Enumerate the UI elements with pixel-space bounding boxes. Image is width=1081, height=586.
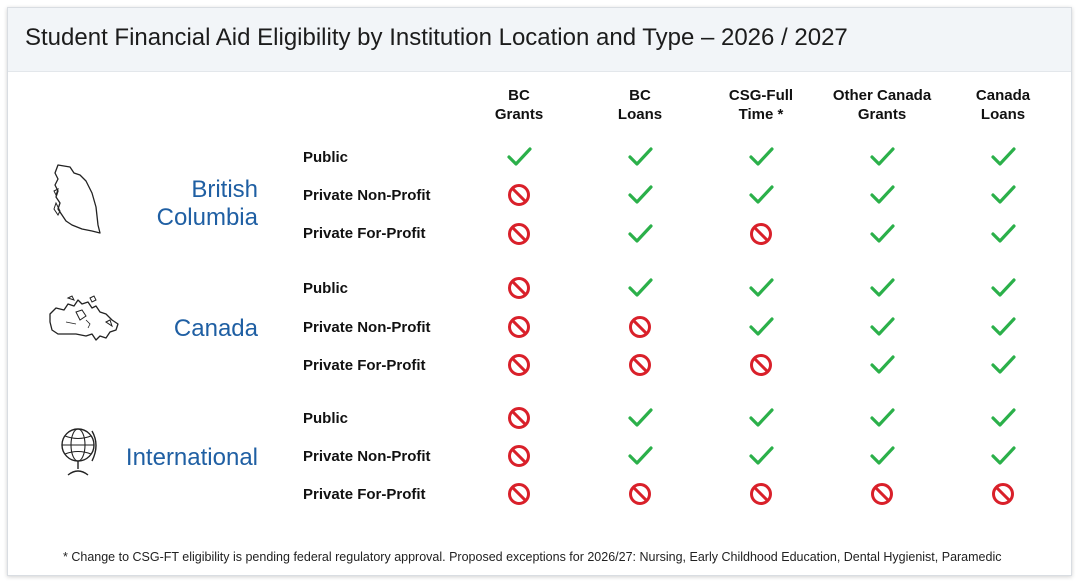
eligible-check-icon xyxy=(628,224,653,243)
eligible-check-icon xyxy=(870,185,895,204)
column-header-line2: Time * xyxy=(738,106,784,123)
canada-map-icon xyxy=(49,295,119,341)
eligible-check-icon xyxy=(749,317,774,336)
eligible-check-icon xyxy=(870,355,895,374)
region-label-canada: Canada xyxy=(174,315,258,343)
column-header-line2: Grants xyxy=(494,106,544,123)
page-title: Student Financial Aid Eligibility by Ins… xyxy=(25,24,848,51)
row-label-international-public: Public xyxy=(303,410,349,427)
not-eligible-prohibited-icon xyxy=(750,223,772,245)
eligible-check-icon xyxy=(628,408,653,427)
not-eligible-prohibited-icon xyxy=(508,316,530,338)
not-eligible-prohibited-icon xyxy=(750,354,772,376)
column-header-line1: BC xyxy=(508,87,530,104)
eligible-check-icon xyxy=(991,408,1016,427)
eligibility-card: Student Financial Aid Eligibility by Ins… xyxy=(7,7,1072,576)
eligible-check-icon xyxy=(991,224,1016,243)
eligible-check-icon xyxy=(991,446,1016,465)
region-label-line1: British xyxy=(191,176,258,203)
eligible-check-icon xyxy=(870,408,895,427)
column-header-line1: CSG-Full xyxy=(728,87,794,104)
not-eligible-prohibited-icon xyxy=(629,354,651,376)
not-eligible-prohibited-icon xyxy=(508,354,530,376)
not-eligible-prohibited-icon xyxy=(508,407,530,429)
row-label-canada-private-for-profit: Private For-Profit xyxy=(303,357,426,374)
column-header-line2: Grants xyxy=(857,106,907,123)
not-eligible-prohibited-icon xyxy=(508,483,530,505)
column-header-line1: BC xyxy=(629,87,651,104)
eligible-check-icon xyxy=(507,147,532,166)
column-header-bc-loans: BC Loans xyxy=(575,86,705,124)
not-eligible-prohibited-icon xyxy=(508,184,530,206)
eligible-check-icon xyxy=(749,446,774,465)
eligible-check-icon xyxy=(870,278,895,297)
column-header-line2: Loans xyxy=(980,106,1026,123)
row-label-bc-private-non-profit: Private Non-Profit xyxy=(303,187,431,204)
column-header-line1: Other Canada xyxy=(832,87,932,104)
row-label-bc-private-for-profit: Private For-Profit xyxy=(303,225,426,242)
column-header-canada-loans: Canada Loans xyxy=(938,86,1068,124)
column-header-csg-full-time: CSG-Full Time * xyxy=(696,86,826,124)
region-label-line1: Canada xyxy=(173,315,258,342)
eligible-check-icon xyxy=(870,224,895,243)
not-eligible-prohibited-icon xyxy=(508,223,530,245)
footnote: * Change to CSG-FT eligibility is pendin… xyxy=(63,550,1002,564)
region-label-line2: Columbia xyxy=(156,204,258,231)
not-eligible-prohibited-icon xyxy=(871,483,893,505)
globe-icon xyxy=(61,428,97,476)
eligible-check-icon xyxy=(749,185,774,204)
region-label-british-columbia: British Columbia xyxy=(157,176,258,232)
eligible-check-icon xyxy=(991,278,1016,297)
not-eligible-prohibited-icon xyxy=(508,277,530,299)
not-eligible-prohibited-icon xyxy=(629,483,651,505)
bc-map-icon xyxy=(53,164,101,234)
eligible-check-icon xyxy=(991,317,1016,336)
row-label-international-private-for-profit: Private For-Profit xyxy=(303,486,426,503)
eligible-check-icon xyxy=(628,278,653,297)
eligible-check-icon xyxy=(749,408,774,427)
column-header-line1: Canada xyxy=(975,87,1031,104)
eligible-check-icon xyxy=(870,317,895,336)
eligible-check-icon xyxy=(749,147,774,166)
not-eligible-prohibited-icon xyxy=(629,316,651,338)
row-label-canada-private-non-profit: Private Non-Profit xyxy=(303,319,431,336)
row-label-canada-public: Public xyxy=(303,280,349,297)
eligible-check-icon xyxy=(628,147,653,166)
region-label-line1: International xyxy=(125,444,258,471)
column-header-other-canada-grants: Other Canada Grants xyxy=(817,86,947,124)
eligible-check-icon xyxy=(628,446,653,465)
row-label-international-private-non-profit: Private Non-Profit xyxy=(303,448,431,465)
region-label-international: International xyxy=(126,444,258,472)
eligible-check-icon xyxy=(870,446,895,465)
eligible-check-icon xyxy=(628,185,653,204)
eligible-check-icon xyxy=(991,185,1016,204)
eligible-check-icon xyxy=(749,278,774,297)
row-label-bc-public: Public xyxy=(303,149,349,166)
not-eligible-prohibited-icon xyxy=(992,483,1014,505)
column-header-bc-grants: BC Grants xyxy=(454,86,584,124)
header-bar: Student Financial Aid Eligibility by Ins… xyxy=(8,8,1071,72)
not-eligible-prohibited-icon xyxy=(508,445,530,467)
eligible-check-icon xyxy=(870,147,895,166)
column-header-line2: Loans xyxy=(617,106,663,123)
eligible-check-icon xyxy=(991,355,1016,374)
not-eligible-prohibited-icon xyxy=(750,483,772,505)
eligible-check-icon xyxy=(991,147,1016,166)
